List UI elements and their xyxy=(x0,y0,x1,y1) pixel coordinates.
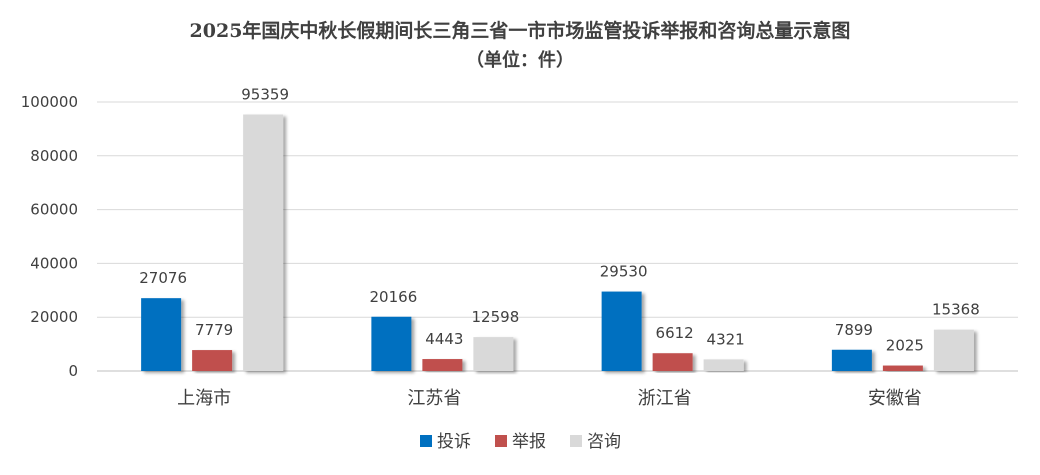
bar xyxy=(703,359,744,371)
y-tick-label: 100000 xyxy=(21,93,78,111)
data-label: 4321 xyxy=(707,330,745,348)
y-axis-ticks: 0 20000 40000 60000 80000 100000 xyxy=(21,93,78,380)
x-axis-ticks: 上海市 江苏省 浙江省 安徽省 xyxy=(177,388,922,409)
data-label: 6612 xyxy=(656,324,694,342)
chart-title: 2025年国庆中秋长假期间长三角三省一市市场监管投诉举报和咨询总量示意图 xyxy=(190,19,851,42)
x-tick-label: 安徽省 xyxy=(868,388,922,409)
x-tick-label: 江苏省 xyxy=(407,388,461,409)
gridlines xyxy=(97,101,1018,372)
bar xyxy=(371,316,412,371)
legend: 投诉 举报 咨询 xyxy=(420,432,621,452)
data-label: 7899 xyxy=(835,321,873,339)
legend-swatch xyxy=(420,435,432,447)
legend-label: 咨询 xyxy=(587,432,621,452)
y-tick-label: 0 xyxy=(68,362,78,380)
legend-swatch xyxy=(495,435,507,447)
chart-subtitle: （单位：件） xyxy=(466,49,574,71)
data-label: 4443 xyxy=(425,330,463,348)
data-label: 7779 xyxy=(195,321,233,339)
bar xyxy=(422,359,463,371)
bar xyxy=(831,349,872,371)
bar xyxy=(243,114,284,372)
bar xyxy=(933,329,974,371)
data-label: 29530 xyxy=(600,263,648,281)
bar xyxy=(141,298,182,371)
bar xyxy=(601,291,642,371)
y-tick-label: 60000 xyxy=(30,201,78,219)
x-tick-label: 上海市 xyxy=(177,388,231,409)
x-tick-label: 浙江省 xyxy=(638,388,692,409)
data-label: 2025 xyxy=(886,337,924,355)
legend-label: 举报 xyxy=(512,432,546,452)
bar xyxy=(192,350,233,371)
data-labels: 27076 7779 95359 20166 4443 12598 29530 6612 432… xyxy=(139,85,979,354)
y-tick-label: 80000 xyxy=(30,147,78,165)
bar xyxy=(882,365,923,371)
y-tick-label: 40000 xyxy=(30,254,78,272)
data-label: 95359 xyxy=(241,85,289,103)
data-label: 27076 xyxy=(139,269,187,287)
bar xyxy=(473,337,514,371)
legend-swatch xyxy=(570,435,582,447)
y-tick-label: 20000 xyxy=(30,308,78,326)
data-label: 15368 xyxy=(932,301,980,319)
data-label: 12598 xyxy=(472,308,520,326)
bar xyxy=(652,353,693,371)
data-label: 20166 xyxy=(370,288,418,306)
legend-label: 投诉 xyxy=(437,432,471,452)
bars xyxy=(141,114,974,372)
